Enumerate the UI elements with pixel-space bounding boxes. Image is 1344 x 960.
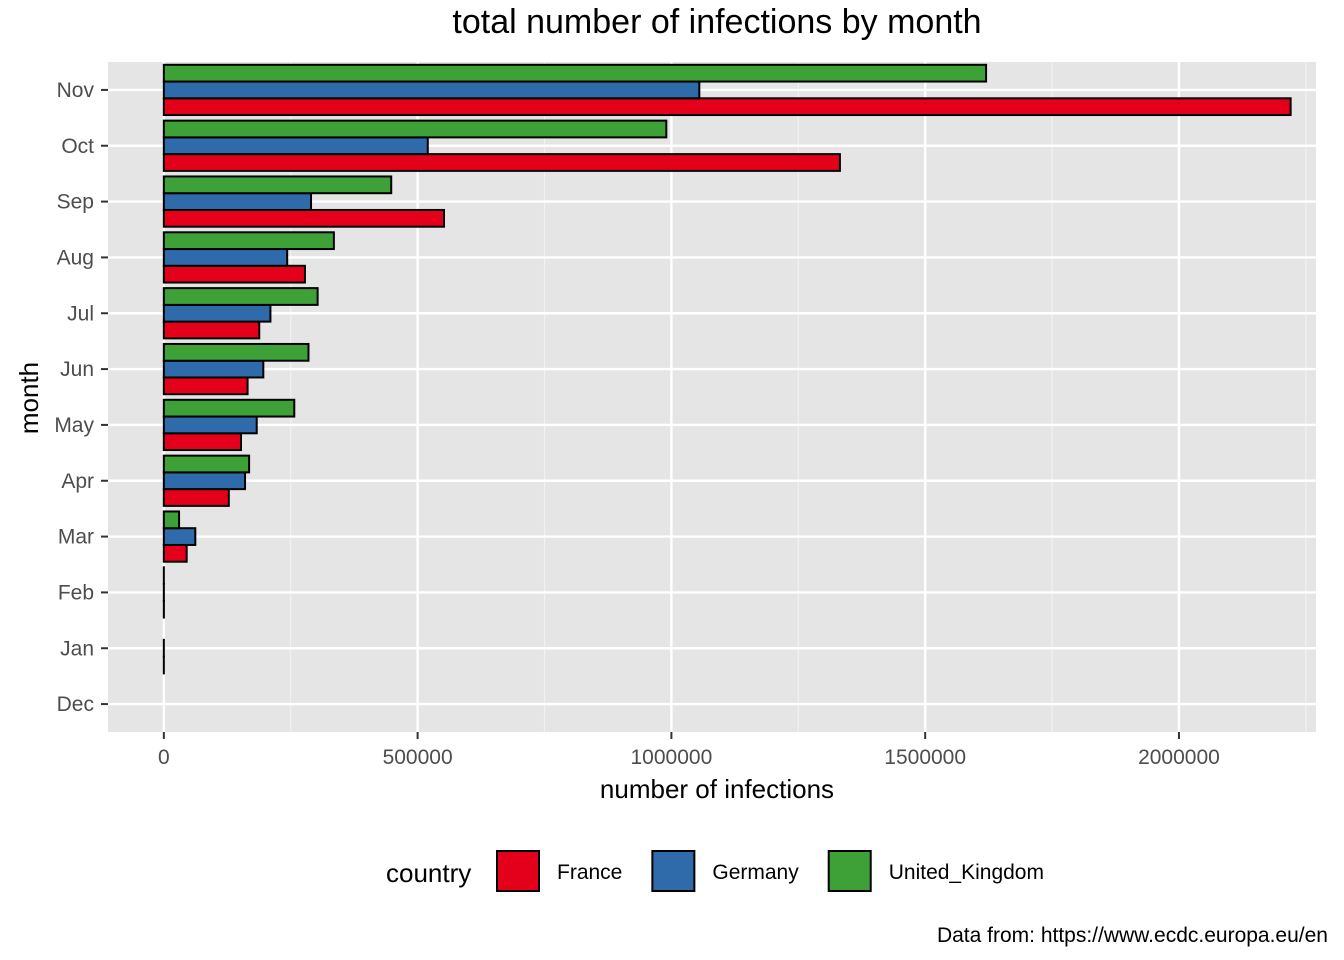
bar-germany-apr (162, 471, 247, 491)
bar-united-kingdom-may (162, 398, 296, 418)
bar-france-sep (162, 208, 446, 228)
y-tick-label: May (54, 414, 94, 437)
y-tick-label: Nov (57, 79, 95, 102)
x-axis-title: number of infections (600, 774, 834, 804)
x-tick-label: 1000000 (631, 746, 713, 769)
plot-panel (108, 62, 1316, 732)
caption: Data from: https://www.ecdc.europa.eu/en (937, 924, 1328, 947)
legend-swatch-united-kingdom (827, 850, 872, 892)
bar-united-kingdom-jun (162, 342, 310, 362)
bar-germany-nov (162, 80, 701, 100)
x-tick-label: 0 (158, 746, 170, 769)
bar-united-kingdom-jul (162, 287, 319, 306)
bar-france-apr (162, 488, 230, 507)
y-tick-label: Feb (58, 581, 94, 604)
y-tick-label: Jan (60, 637, 94, 660)
bar-united-kingdom-apr (162, 454, 251, 474)
bar-france-jun (162, 376, 249, 396)
bars (162, 63, 1292, 675)
bar-france-jul (162, 320, 261, 340)
legend-swatch-france (496, 850, 540, 892)
bar-united-kingdom-oct (162, 119, 668, 139)
y-tick-label: Jul (67, 302, 94, 325)
legend-title: country (386, 858, 471, 888)
x-tick-label: 2000000 (1138, 746, 1220, 769)
grid-minor (290, 62, 1307, 732)
y-tick-label: Aug (57, 246, 94, 269)
y-axis-title: month (14, 362, 44, 434)
y-axis: Dec Jan Feb Mar Apr May Jun Jul Aug Sep Oct Nov (54, 79, 108, 716)
bar-france-aug (162, 264, 306, 284)
x-tick-label: 500000 (383, 746, 453, 769)
y-tick-label: Oct (61, 135, 94, 158)
bar-germany-mar (162, 527, 197, 546)
x-tick-label: 1500000 (884, 746, 966, 769)
legend: country France Germany United_Kingdom (386, 850, 1044, 892)
y-tick-label: Dec (57, 693, 94, 716)
x-axis: 0 500000 1000000 1500000 2000000 (158, 732, 1220, 769)
bar-germany-oct (162, 136, 429, 156)
legend-label: France (557, 861, 622, 884)
bar-united-kingdom-aug (162, 231, 335, 251)
y-tick-label: Sep (57, 191, 94, 214)
bar-united-kingdom-nov (162, 63, 988, 83)
legend-swatch-germany (651, 850, 696, 892)
y-tick-label: Apr (61, 470, 94, 493)
legend-label: Germany (712, 861, 799, 884)
bar-united-kingdom-mar (162, 510, 181, 530)
chart-title: total number of infections by month (452, 3, 981, 41)
bar-germany-jul (162, 303, 272, 323)
y-tick-label: Jun (60, 358, 94, 381)
bar-germany-sep (162, 192, 313, 211)
bar-france-mar (162, 543, 188, 563)
bar-germany-may (162, 415, 258, 435)
bar-france-nov (162, 97, 1292, 117)
bar-germany-aug (162, 248, 289, 267)
bar-france-oct (162, 153, 841, 172)
legend-label: United_Kingdom (889, 861, 1044, 884)
bar-germany-jun (162, 359, 265, 379)
y-tick-label: Mar (58, 526, 94, 549)
bar-united-kingdom-sep (162, 175, 393, 195)
grid-major (108, 62, 1316, 732)
bar-france-may (162, 432, 242, 452)
